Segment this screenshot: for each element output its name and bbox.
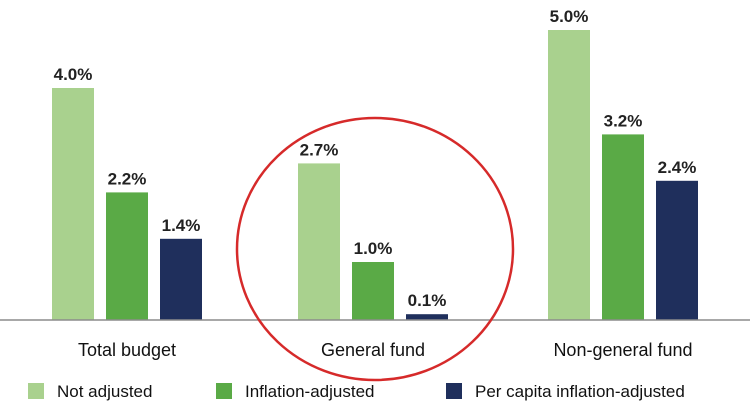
legend-swatch-per-capita-inflation-adjusted: [446, 383, 462, 399]
data-label-total-budget-per-capita-inflation-adjusted: 1.4%: [162, 216, 201, 235]
legend-label-per-capita-inflation-adjusted: Per capita inflation-adjusted: [475, 382, 685, 401]
bar-non-general-fund-inflation-adjusted: [602, 134, 644, 320]
bar-non-general-fund-not-adjusted: [548, 30, 590, 320]
bars-group: [52, 30, 698, 320]
data-label-total-budget-not-adjusted: 4.0%: [54, 65, 93, 84]
data-label-general-fund-per-capita-inflation-adjusted: 0.1%: [408, 291, 447, 310]
category-label-general-fund: General fund: [321, 340, 425, 360]
bar-general-fund-inflation-adjusted: [352, 262, 394, 320]
data-label-general-fund-inflation-adjusted: 1.0%: [354, 239, 393, 258]
legend-swatch-not-adjusted: [28, 383, 44, 399]
legend: Not adjusted Inflation-adjusted Per capita…: [28, 382, 685, 401]
category-labels-group: Total budget General fund Non-general fund: [78, 340, 693, 360]
bar-general-fund-not-adjusted: [298, 163, 340, 320]
bar-total-budget-not-adjusted: [52, 88, 94, 320]
category-label-non-general-fund: Non-general fund: [553, 340, 692, 360]
legend-label-inflation-adjusted: Inflation-adjusted: [245, 382, 374, 401]
data-label-general-fund-not-adjusted: 2.7%: [300, 140, 339, 159]
legend-swatch-inflation-adjusted: [216, 383, 232, 399]
data-label-non-general-fund-per-capita-inflation-adjusted: 2.4%: [658, 158, 697, 177]
bar-total-budget-inflation-adjusted: [106, 192, 148, 320]
bar-total-budget-per-capita-inflation-adjusted: [160, 238, 202, 320]
highlight-circle: [235, 116, 515, 382]
data-label-non-general-fund-inflation-adjusted: 3.2%: [604, 111, 643, 130]
bar-non-general-fund-per-capita-inflation-adjusted: [656, 180, 698, 320]
category-label-total-budget: Total budget: [78, 340, 176, 360]
legend-label-not-adjusted: Not adjusted: [57, 382, 152, 401]
bar-general-fund-per-capita-inflation-adjusted: [406, 314, 448, 320]
data-label-non-general-fund-not-adjusted: 5.0%: [550, 7, 589, 26]
data-label-total-budget-inflation-adjusted: 2.2%: [108, 169, 147, 188]
data-labels-group: 4.0% 2.2% 1.4% 2.7% 1.0% 0.1% 5.0% 3.2% 2.4%: [54, 7, 697, 310]
